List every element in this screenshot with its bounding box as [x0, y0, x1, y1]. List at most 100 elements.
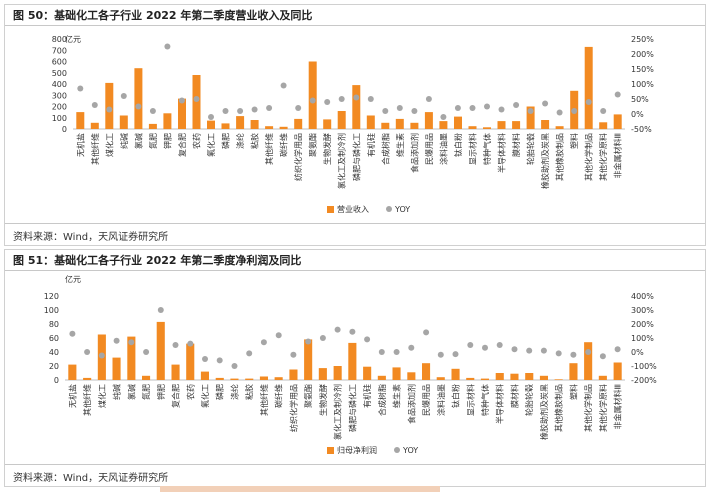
x-category-label: 氟化工 — [206, 133, 216, 157]
x-category-label: 纺织化学用品 — [288, 384, 298, 432]
bar — [439, 121, 448, 129]
bar — [363, 366, 372, 380]
yoy-point — [128, 339, 135, 346]
x-category-label: 氯化工及制冷剂 — [333, 384, 343, 440]
x-category-label: 维生素 — [392, 384, 402, 408]
x-category-label: 其他纤维 — [259, 384, 269, 416]
bar — [497, 121, 506, 129]
x-category-label: 食品添加剂 — [406, 384, 416, 424]
y-right-tick: 0% — [631, 348, 644, 357]
bar — [598, 375, 607, 380]
yoy-point — [469, 105, 476, 111]
yoy-point — [423, 329, 430, 336]
yoy-point — [69, 330, 76, 337]
bar — [83, 377, 92, 380]
bar — [526, 106, 535, 129]
x-category-label: 复合肥 — [171, 384, 181, 408]
yoy-point — [222, 108, 229, 114]
bar — [584, 342, 593, 380]
bar — [613, 114, 622, 129]
yoy-point — [440, 114, 447, 120]
yoy-point — [266, 105, 273, 111]
y-right-tick: 100% — [631, 334, 654, 343]
bar — [512, 121, 521, 129]
bar — [395, 118, 404, 129]
yoy-point — [585, 349, 592, 355]
y-right-tick: 50% — [631, 95, 649, 104]
source-divider — [5, 223, 705, 224]
y-right-tick: 150% — [631, 65, 654, 74]
bar — [105, 82, 114, 129]
legend-bar-label: 营业收入 — [337, 204, 369, 214]
bar — [90, 122, 99, 129]
y-unit-label: 亿元 — [65, 34, 81, 44]
bar — [119, 115, 128, 129]
bar — [410, 122, 419, 129]
x-category-label: 涂料油墨 — [438, 133, 448, 165]
yoy-point — [378, 349, 385, 355]
yoy-point — [172, 342, 179, 348]
title-divider — [5, 25, 705, 26]
bar — [156, 321, 165, 380]
bar — [236, 116, 245, 129]
y-left-tick: 120 — [44, 292, 59, 301]
x-category-label: 膜材料 — [511, 133, 521, 157]
x-category-label: 磷肥与磷化工 — [347, 384, 357, 432]
x-category-label: 钾肥 — [163, 133, 172, 149]
chart-panel-profit: 图 51：基础化工各子行业 2022 年第二季度净利润及同比 亿元 0 20 40 60… — [4, 249, 706, 487]
x-category-label: 聚氨酯 — [308, 133, 318, 157]
x-category-label: 其他纤维 — [264, 133, 274, 165]
x-category-label: 民爆用品 — [421, 384, 431, 416]
yoy-point — [135, 103, 142, 110]
bar — [127, 336, 136, 380]
x-category-label: 轮胎轮毂 — [524, 384, 534, 416]
x-category-label: 其他化学制品 — [583, 384, 593, 432]
y-right-tick: -50% — [631, 125, 652, 134]
yoy-point — [290, 351, 297, 358]
x-category-label: 民爆用品 — [424, 133, 434, 165]
bar — [245, 378, 254, 380]
bar — [495, 373, 504, 380]
source-note: 资料来源：Wind，天风证券研究所 — [13, 232, 169, 243]
x-category-label: 显示材料 — [465, 384, 475, 416]
yoy-point — [231, 363, 238, 369]
source-note: 资料来源：Wind，天风证券研究所 — [13, 473, 169, 484]
source-divider — [5, 464, 705, 465]
legend-bar-swatch — [327, 447, 334, 454]
yoy-point — [526, 347, 533, 354]
y-left-tick: 100 — [52, 114, 67, 123]
y-left-tick: 200 — [52, 103, 67, 112]
bar — [333, 366, 342, 380]
yoy-point — [237, 108, 244, 114]
title-divider — [5, 270, 705, 271]
x-category-label: 其他化学原料 — [598, 384, 608, 432]
x-category-label: 膜材料 — [510, 384, 520, 408]
bar — [148, 123, 157, 129]
x-category-label: 特种气体 — [482, 133, 492, 165]
yoy-point — [309, 97, 316, 104]
bar — [525, 373, 534, 380]
x-category-label: 氯化工及制冷剂 — [337, 133, 347, 189]
bar — [318, 368, 327, 380]
yoy-point — [319, 335, 326, 341]
x-category-label: 涂料油墨 — [436, 384, 446, 416]
bar — [599, 122, 608, 130]
legend-bar-swatch — [327, 206, 334, 213]
bar — [163, 113, 172, 130]
y-left-tick: 60 — [49, 334, 59, 343]
yoy-point — [280, 82, 287, 89]
yoy-point — [113, 337, 120, 344]
bar — [265, 126, 274, 129]
legend-yoy-swatch — [386, 206, 392, 212]
x-category-label: 橡胶助剂及炭黑 — [540, 133, 550, 189]
y-left-tick: 20 — [49, 362, 59, 371]
x-category-label: 农药 — [185, 384, 195, 400]
yoy-point — [498, 106, 505, 113]
bar — [337, 111, 346, 129]
yoy-point — [98, 352, 105, 359]
bar — [541, 120, 550, 129]
x-category-label: 磷肥与磷化工 — [351, 133, 361, 181]
yoy-point — [571, 108, 578, 114]
bar — [422, 363, 431, 380]
yoy-point — [396, 105, 403, 111]
